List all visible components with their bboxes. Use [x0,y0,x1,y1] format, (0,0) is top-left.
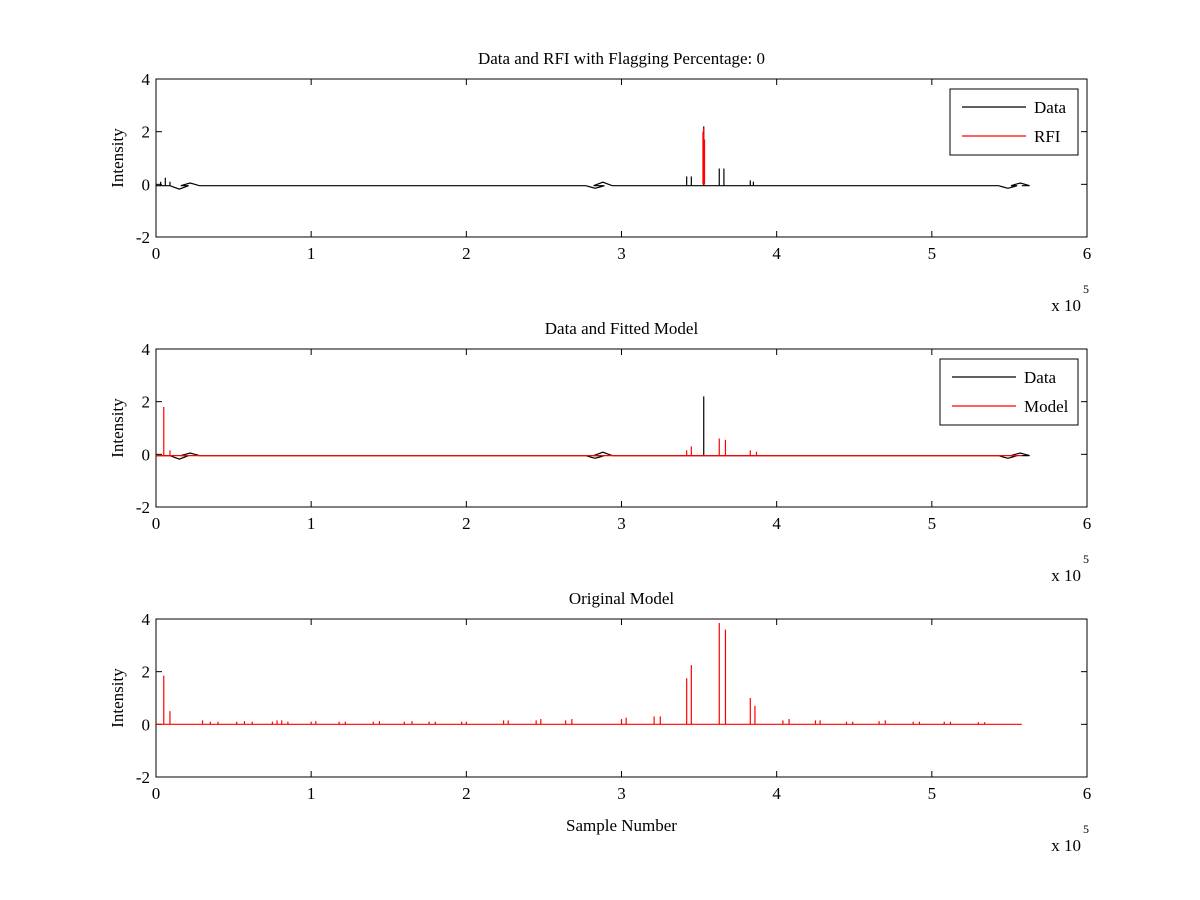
plot-area [156,396,1030,460]
x-tick-label: 1 [307,244,316,263]
y-tick-label: 0 [142,715,151,734]
series-2 [156,406,1022,457]
legend-label: RFI [1034,127,1061,146]
y-tick-label: -2 [136,768,150,787]
x-exponent-base: x 10 [1051,836,1081,855]
y-tick-label: 0 [142,445,151,464]
x-tick-label: 6 [1083,244,1092,263]
x-exponent-power: 5 [1083,552,1089,566]
legend-label: Data [1024,368,1057,387]
x-tick-label: 5 [928,244,937,263]
plot-area [156,622,1022,725]
x-tick-label: 0 [152,784,161,803]
x-tick-label: 4 [772,244,781,263]
y-axis-label: Intensity [108,668,127,728]
series-1 [156,622,1022,725]
x-tick-label: 0 [152,514,161,533]
y-tick-label: 4 [142,340,151,359]
x-axis-label: Sample Number [566,816,677,835]
legend: Data RFI [949,88,1079,156]
x-tick-label: 1 [307,784,316,803]
x-tick-label: 6 [1083,784,1092,803]
x-tick-label: 5 [928,784,937,803]
chart-title: Original Model [569,589,675,608]
x-exponent-base: x 10 [1051,566,1081,585]
x-tick-label: 1 [307,514,316,533]
series-baseline-line [156,181,1030,190]
x-tick-label: 4 [772,784,781,803]
x-exponent-power: 5 [1083,282,1089,296]
x-tick-label: 6 [1083,514,1092,533]
x-tick-label: 2 [462,784,471,803]
y-tick-label: -2 [136,228,150,247]
series-2 [702,127,706,185]
axes-box [155,78,1088,238]
x-exponent-base: x 10 [1051,296,1081,315]
legend-label: Model [1024,397,1069,416]
y-tick-label: 2 [142,663,151,682]
plot-area [156,126,1030,190]
x-tick-label: 3 [617,244,626,263]
x-tick-label: 3 [617,514,626,533]
x-tick-label: 3 [617,784,626,803]
axes-box [155,348,1088,508]
legend: Data Model [939,358,1079,426]
y-axis-label: Intensity [108,398,127,458]
x-tick-label: 5 [928,514,937,533]
chart-title: Data and RFI with Flagging Percentage: 0 [478,49,765,68]
y-tick-label: 4 [142,70,151,89]
legend-label: Data [1034,98,1067,117]
y-tick-label: 2 [142,393,151,412]
legend-box [939,358,1079,426]
y-tick-label: 2 [142,123,151,142]
y-tick-label: 4 [142,610,151,629]
y-tick-label: -2 [136,498,150,517]
y-axis-label: Intensity [108,128,127,188]
x-tick-label: 2 [462,244,471,263]
y-tick-label: 0 [142,175,151,194]
x-tick-label: 4 [772,514,781,533]
legend-box [949,88,1079,156]
axes-box [155,618,1088,778]
chart-title: Data and Fitted Model [545,319,699,338]
x-tick-label: 2 [462,514,471,533]
x-exponent-power: 5 [1083,822,1089,836]
x-tick-label: 0 [152,244,161,263]
